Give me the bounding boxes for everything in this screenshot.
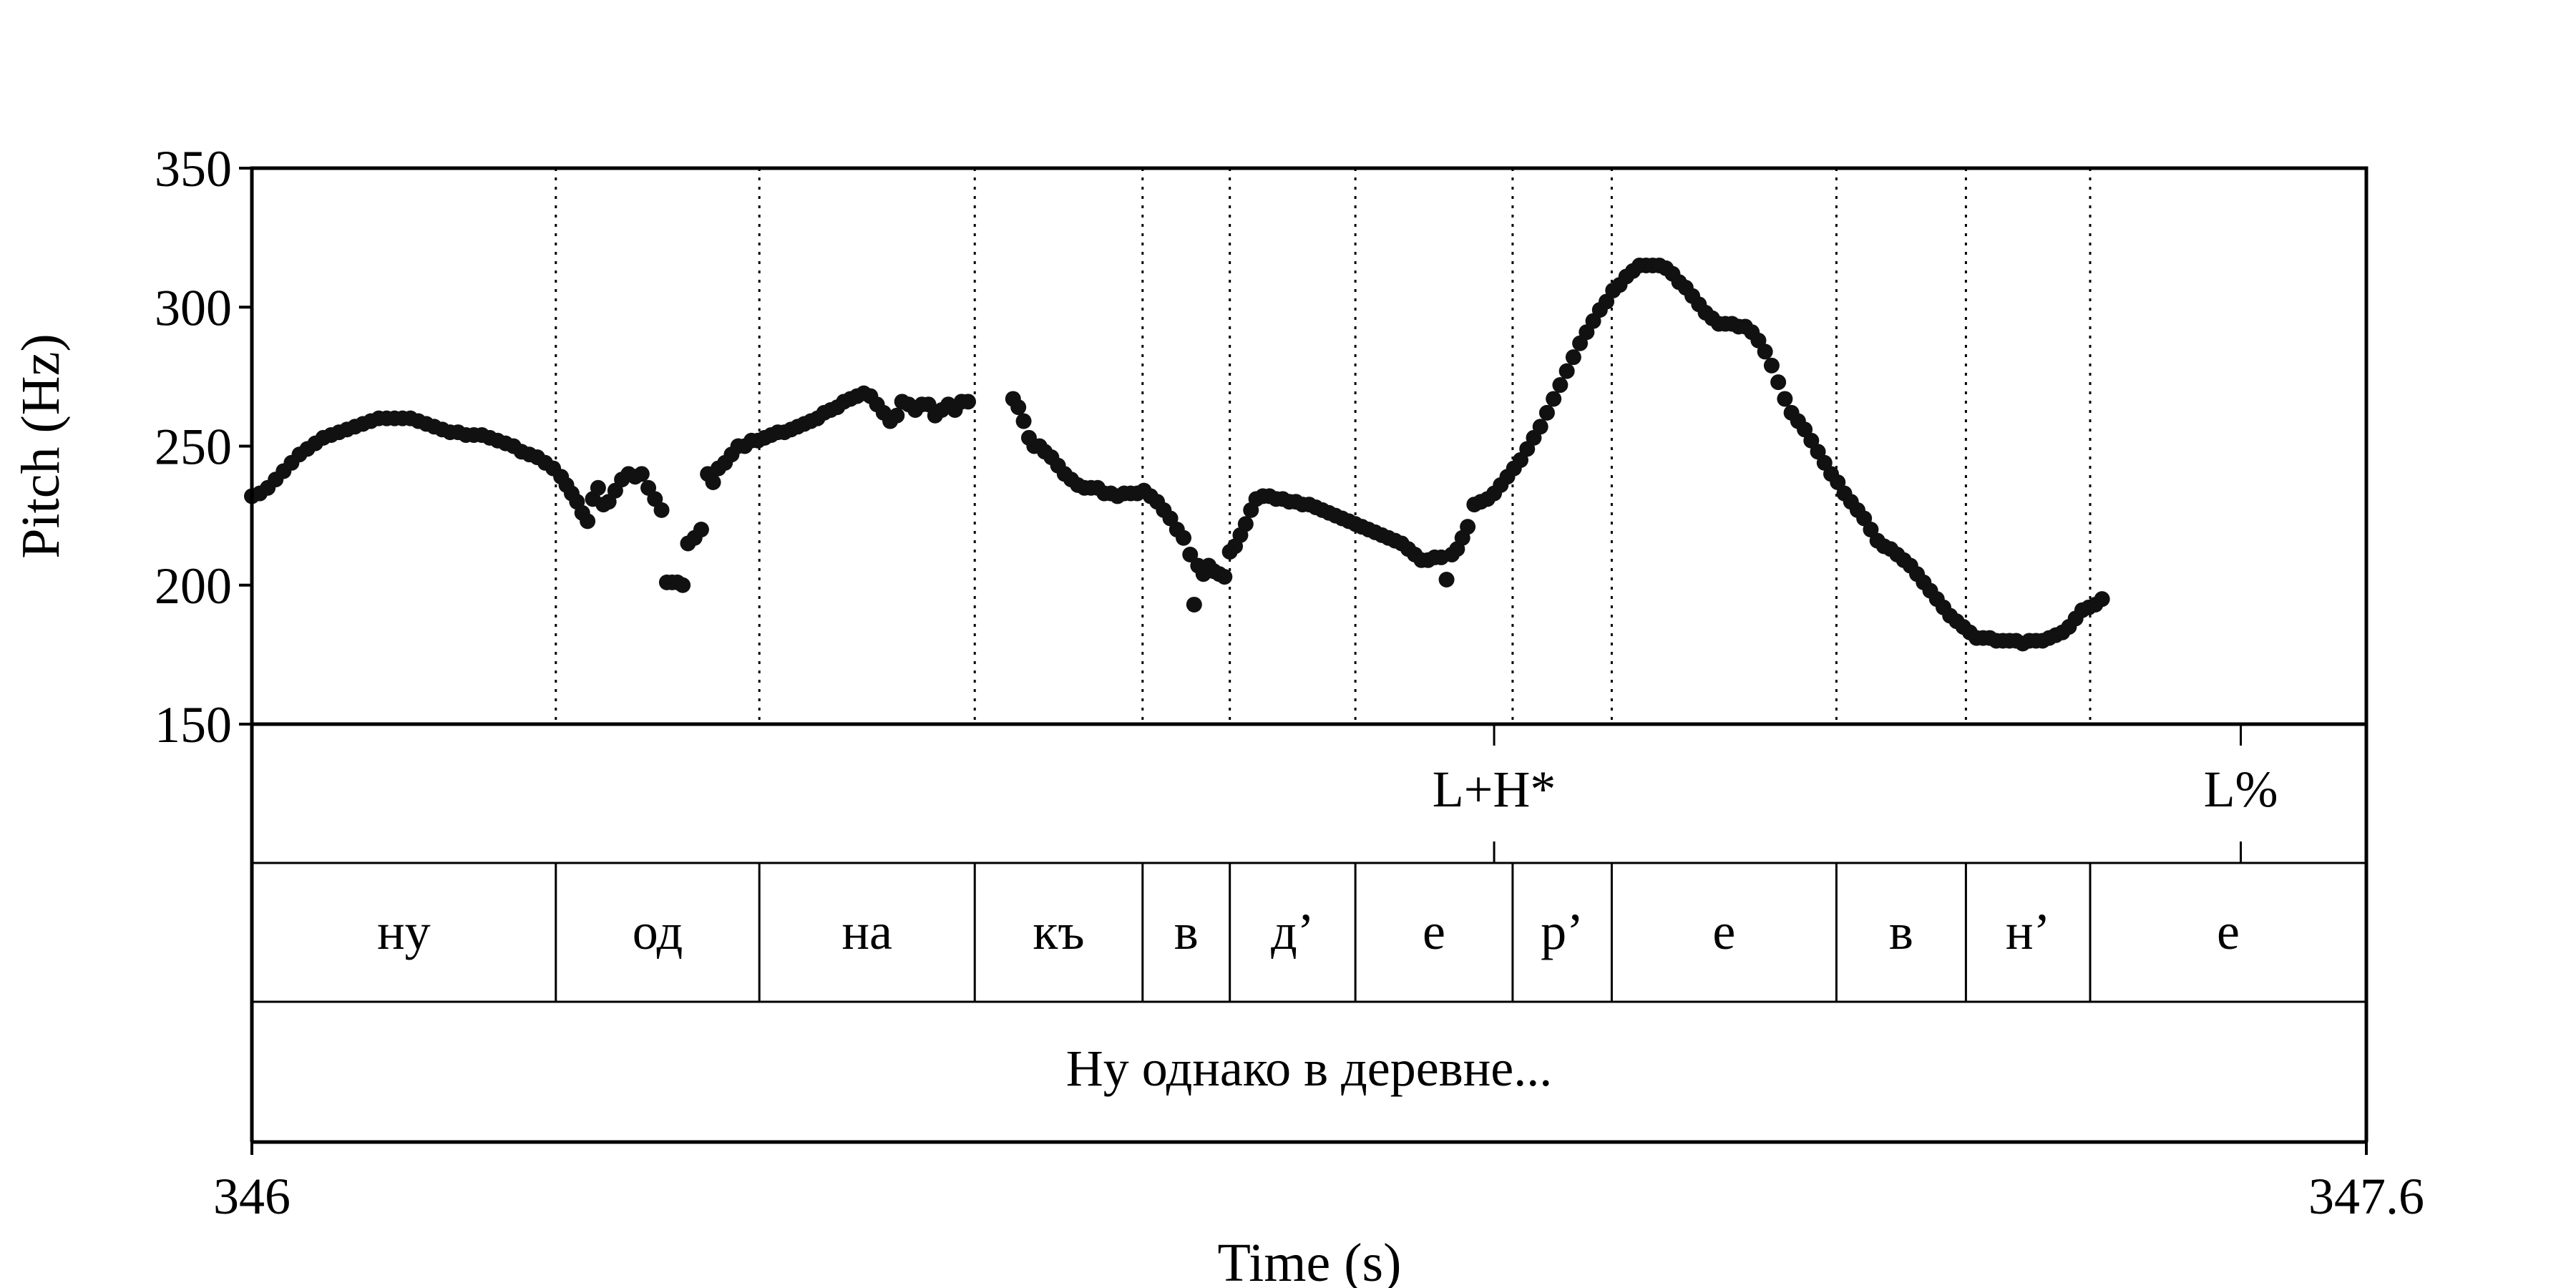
pitch-point (653, 502, 670, 518)
segment-label: д’ (1271, 903, 1314, 960)
pitch-point (1538, 404, 1555, 421)
annotation-tiers (555, 724, 2243, 1002)
pitch-point (1237, 516, 1254, 532)
pitch-point (2094, 591, 2110, 608)
x-axis-label: Time (s) (1218, 1233, 1402, 1288)
segment-label: н’ (2006, 903, 2051, 960)
segment-label: е (2217, 903, 2240, 960)
pitch-point (1438, 571, 1455, 587)
pitch-point (590, 479, 606, 496)
pitch-point (889, 407, 905, 424)
pitch-point (705, 474, 721, 491)
pitch-point (1216, 569, 1233, 585)
y-tick-label: 200 (155, 557, 232, 615)
pitch-points (244, 257, 2110, 652)
pitch-point (960, 394, 977, 410)
pitch-point (1558, 363, 1575, 379)
segment-label: е (1712, 903, 1735, 960)
segment-label: од (633, 903, 683, 960)
segment-label: ну (377, 903, 431, 960)
y-tick-label: 150 (155, 696, 232, 753)
segment-label: на (841, 903, 892, 960)
pitch-point (1460, 519, 1476, 535)
pitch-point (1770, 374, 1787, 391)
pitch-point (1176, 530, 1192, 546)
pitch-point (1546, 391, 1562, 407)
y-tick-label: 350 (155, 140, 232, 197)
tone-label: L+H* (1433, 761, 1556, 818)
chart-labels: 350 300 250 200 150 346 347.6 Time (s) Pitch (Hz… (11, 140, 2424, 1288)
x-tick-label: 346 (213, 1168, 291, 1225)
pitch-point (1777, 391, 1793, 407)
pitch-point (1182, 547, 1199, 563)
y-axis-label: Pitch (Hz) (11, 333, 71, 558)
pitch-point (693, 522, 709, 538)
y-tick-label: 300 (155, 279, 232, 336)
segment-label: в (1889, 903, 1913, 960)
pitch-point (1763, 357, 1780, 374)
pitch-point (1186, 596, 1202, 613)
y-tick-label: 250 (155, 419, 232, 476)
pitch-point (1015, 413, 1032, 429)
pitch-point (1552, 377, 1568, 394)
pitch-point (1757, 343, 1773, 360)
pitch-point (580, 513, 596, 530)
segment-label: в (1174, 903, 1199, 960)
segment-gridlines (555, 168, 2092, 724)
segment-label: е (1423, 903, 1445, 960)
pitch-point (633, 466, 650, 482)
x-tick-label: 347.6 (2308, 1168, 2424, 1225)
pitch-point (1532, 419, 1548, 435)
plot-frame (239, 166, 2368, 1155)
segment-label: р’ (1541, 903, 1584, 960)
pitch-point (1565, 349, 1581, 366)
segment-label: къ (1033, 903, 1084, 960)
pitch-point (1010, 399, 1027, 416)
pitch-point (675, 577, 691, 593)
tone-label: L% (2204, 761, 2278, 818)
sentence-label: Ну однако в деревне... (1066, 1040, 1552, 1097)
